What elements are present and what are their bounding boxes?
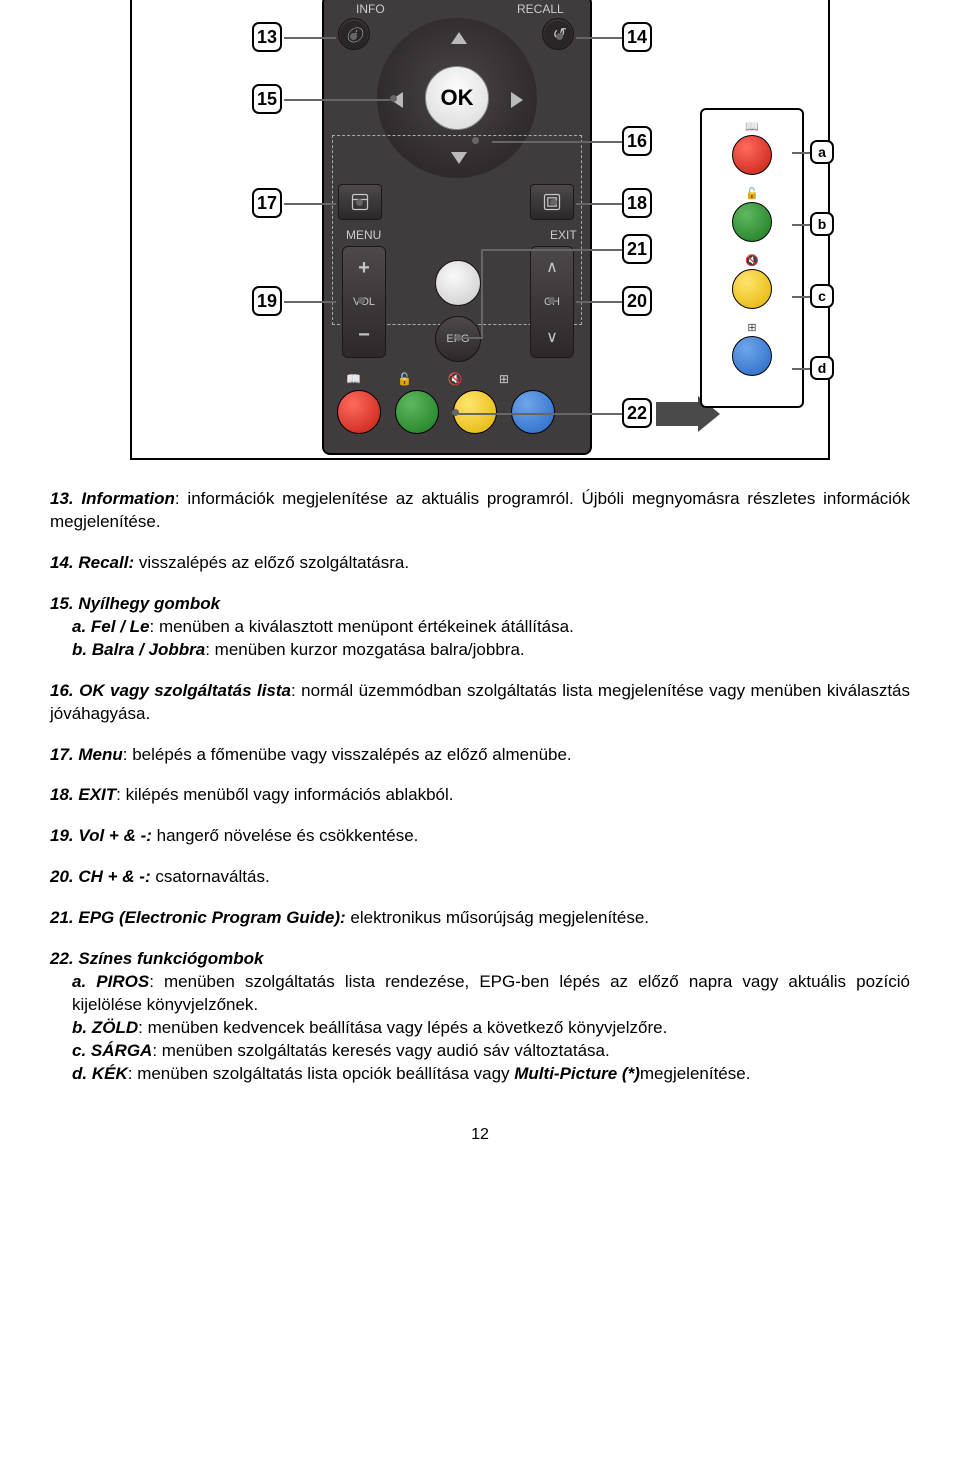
item-17: 17. Menu: belépés a főmenübe vagy vissza… [50, 744, 910, 767]
info-label: INFO [356, 2, 385, 16]
callout-18: 18 [622, 188, 652, 218]
item-18: 18. EXIT: kilépés menüből vagy informáci… [50, 784, 910, 807]
blue-button [511, 390, 555, 434]
grid-icon: ⊞ [747, 321, 756, 334]
panel-green [732, 202, 772, 242]
callout-21: 21 [622, 234, 652, 264]
center-white-button [435, 260, 481, 306]
page-number: 12 [50, 1126, 910, 1144]
book-icon: 📖 [745, 120, 759, 133]
dpad-up-icon [451, 32, 467, 44]
callout-a: a [810, 140, 834, 164]
callout-b: b [810, 212, 834, 236]
callout-16: 16 [622, 126, 652, 156]
lock-icon: 🔓 [397, 372, 412, 386]
callout-22: 22 [622, 398, 652, 428]
description-list: 13. Information: információk megjeleníté… [50, 488, 910, 1086]
recall-label: RECALL [517, 2, 564, 16]
callout-14: 14 [622, 22, 652, 52]
menu-label: MENU [346, 228, 381, 242]
callout-c: c [810, 284, 834, 308]
callout-15: 15 [252, 84, 282, 114]
item-20: 20. CH + & -: csatornaváltás. [50, 866, 910, 889]
yellow-button [453, 390, 497, 434]
panel-blue [732, 336, 772, 376]
tiny-icons-row: 📖 🔓 🔇 ⊞ [346, 372, 509, 386]
color-buttons-row [337, 390, 555, 434]
lock-icon: 🔓 [745, 187, 759, 200]
callout-13: 13 [252, 22, 282, 52]
ok-button: OK [425, 66, 489, 130]
item-22: 22. Színes funkciógombok a. PIROS: menüb… [50, 948, 910, 1086]
color-button-panel: 📖 🔓 🔇 ⊞ [700, 108, 804, 408]
item-13: 13. Information: információk megjeleníté… [50, 488, 910, 534]
panel-red [732, 135, 772, 175]
callout-19: 19 [252, 286, 282, 316]
exit-label: EXIT [550, 228, 577, 242]
red-button [337, 390, 381, 434]
item-19: 19. Vol + & -: hangerő növelése és csökk… [50, 825, 910, 848]
callout-20: 20 [622, 286, 652, 316]
callout-d: d [810, 356, 834, 380]
item-16: 16. OK vagy szolgáltatás lista: normál ü… [50, 680, 910, 726]
dpad-right-icon [511, 92, 523, 108]
callout-17: 17 [252, 188, 282, 218]
mute-icon: 🔇 [745, 254, 759, 267]
item-21: 21. EPG (Electronic Program Guide): elek… [50, 907, 910, 930]
item-14: 14. Recall: visszalépés az előző szolgál… [50, 552, 910, 575]
green-button [395, 390, 439, 434]
item-15: 15. Nyílhegy gombok a. Fel / Le: menüben… [50, 593, 910, 662]
panel-yellow [732, 269, 772, 309]
grid-icon: ⊞ [499, 372, 509, 386]
remote-diagram: INFO RECALL ⓘ ↺ OK MENU EXIT [130, 0, 830, 460]
book-icon: 📖 [346, 372, 361, 386]
mute-icon: 🔇 [448, 372, 463, 386]
